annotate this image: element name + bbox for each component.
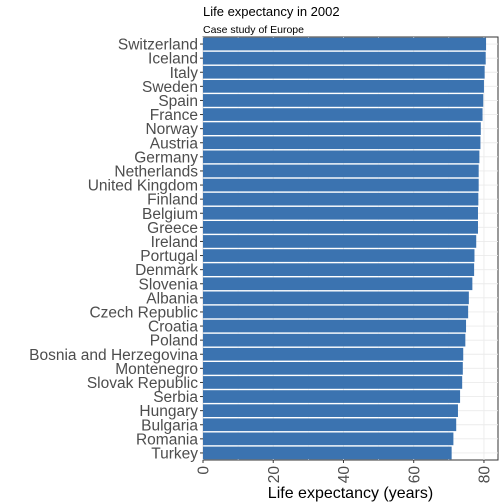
y-tick-label: Slovak Republic xyxy=(87,375,198,392)
y-tick-label: Iceland xyxy=(148,51,198,68)
y-tick-label: Bulgaria xyxy=(141,417,198,434)
y-tick-label: Bosnia and Herzegovina xyxy=(29,347,198,364)
y-tick-label: Denmark xyxy=(135,262,198,279)
x-axis: 0 20 40 60 80 xyxy=(196,460,494,483)
y-tick-label: Turkey xyxy=(151,446,198,463)
chart-title: Life expectancy in 2002 xyxy=(203,4,340,19)
bar-austria xyxy=(203,136,481,150)
y-tick-label: France xyxy=(150,107,198,124)
bars xyxy=(203,37,487,460)
bar-bulgaria xyxy=(203,418,457,432)
y-tick-label: Finland xyxy=(147,192,198,209)
bar-romania xyxy=(203,432,454,446)
y-tick-label: Ireland xyxy=(151,234,198,251)
y-tick-label: Montenegro xyxy=(115,361,198,378)
bar-greece xyxy=(203,221,478,234)
bar-denmark xyxy=(203,263,475,276)
bar-portugal xyxy=(203,249,475,262)
x-tick-label: 40 xyxy=(336,466,353,484)
bar-croatia xyxy=(203,319,467,333)
y-tick-label: Serbia xyxy=(153,389,198,406)
bar-hungary xyxy=(203,404,458,417)
y-tick-label: United Kingdom xyxy=(88,178,198,195)
y-tick-label: Switzerland xyxy=(118,37,198,54)
y-tick-label: Norway xyxy=(145,121,198,138)
y-tick-label: Belgium xyxy=(142,206,198,223)
bar-slovenia xyxy=(203,277,473,291)
y-tick-label: Austria xyxy=(150,135,199,152)
bar-montenegro xyxy=(203,362,463,375)
y-tick-label: Hungary xyxy=(139,403,198,420)
x-tick-label: 20 xyxy=(266,466,283,484)
y-tick-label: Germany xyxy=(134,149,198,166)
y-tick-label: Poland xyxy=(150,333,198,350)
bar-spain xyxy=(203,94,484,107)
bar-norway xyxy=(203,122,481,135)
y-tick-label: Czech Republic xyxy=(89,305,198,322)
y-tick-label: Portugal xyxy=(140,248,198,265)
x-tick-label: 80 xyxy=(477,466,494,484)
y-tick-label: Italy xyxy=(170,65,199,82)
bar-poland xyxy=(203,333,466,347)
bar-germany xyxy=(203,150,480,164)
x-tick-label: 60 xyxy=(406,466,423,484)
bar-iceland xyxy=(203,51,486,65)
bar-turkey xyxy=(203,446,452,460)
bar-slovak-republic xyxy=(203,376,463,389)
y-tick-label: Slovenia xyxy=(139,276,199,293)
bar-czech-republic xyxy=(203,305,469,319)
bar-france xyxy=(203,108,483,121)
chart-subtitle: Case study of Europe xyxy=(203,24,304,36)
y-tick-label: Romania xyxy=(136,431,198,448)
y-tick-label: Albania xyxy=(146,290,198,307)
y-tick-label: Spain xyxy=(158,93,198,110)
y-tick-label: Croatia xyxy=(148,319,198,336)
bar-sweden xyxy=(203,80,484,93)
bar-italy xyxy=(203,65,485,79)
bar-bosnia-and-herzegovina xyxy=(203,347,464,361)
bar-finland xyxy=(203,192,479,206)
bar-united-kingdom xyxy=(203,178,479,192)
bar-albania xyxy=(203,291,469,305)
y-tick-label: Netherlands xyxy=(114,164,198,181)
y-tick-label: Greece xyxy=(147,220,198,237)
bar-belgium xyxy=(203,206,478,220)
x-tick-label: 0 xyxy=(196,466,213,475)
y-axis-labels: SwitzerlandIcelandItalySwedenSpainFrance… xyxy=(29,37,203,463)
bar-ireland xyxy=(203,235,477,248)
bar-switzerland xyxy=(203,37,487,51)
bar-serbia xyxy=(203,390,461,403)
y-tick-label: Sweden xyxy=(142,79,198,96)
x-axis-label: Life expectancy (years) xyxy=(268,485,433,502)
bar-netherlands xyxy=(203,164,479,178)
